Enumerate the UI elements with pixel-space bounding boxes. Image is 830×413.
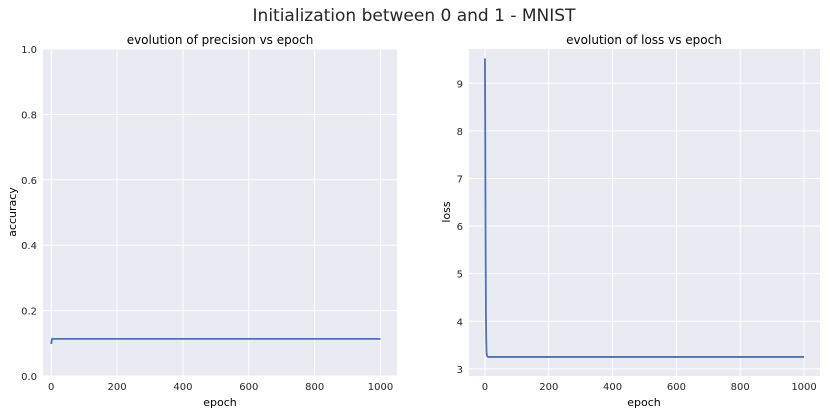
loss-x-tick-label: 600 [667,382,686,393]
precision-x-axis-label: epoch [203,396,237,409]
precision-y-tick-label: 0.2 [21,307,37,318]
precision-x-tick-label: 400 [173,382,192,393]
loss-chart: 0 200 400 600 800 1000 3 4 5 6 7 8 9 evolution of lo… [440,33,820,409]
loss-chart-title: evolution of loss vs epoch [566,33,722,47]
precision-y-tick-label: 0.8 [21,110,37,121]
precision-plot-area [43,49,397,376]
precision-y-tick-label: 0.0 [21,372,37,383]
precision-y-tick-label: 0.4 [21,241,37,252]
loss-y-axis-label: loss [440,201,453,223]
loss-x-tick-label: 200 [539,382,558,393]
precision-chart: 0 200 400 600 800 1000 0.0 0.2 0.4 0.6 0.8 1.0 evol… [6,33,397,409]
loss-y-tick-label: 9 [457,79,463,90]
precision-y-tick-label: 1.0 [21,45,37,56]
precision-y-axis-label: accuracy [6,187,19,237]
loss-x-tick-label: 1000 [791,382,816,393]
precision-x-tick-label: 1000 [368,382,393,393]
loss-y-tick-label: 7 [457,174,463,185]
loss-x-axis-label: epoch [627,396,661,409]
precision-x-tick-label: 600 [239,382,258,393]
precision-series-line [50,337,381,345]
loss-y-tick-label: 6 [457,222,463,233]
loss-x-tick-label: 0 [482,382,488,393]
loss-y-tick-label: 4 [457,317,463,328]
loss-y-tick-label: 8 [457,127,463,138]
loss-y-tick-label: 5 [457,270,463,281]
figure-suptitle: Initialization between 0 and 1 - MNIST [253,6,577,26]
precision-chart-title: evolution of precision vs epoch [127,33,314,47]
precision-series [50,337,381,345]
loss-series [484,58,805,358]
precision-x-tick-label: 200 [108,382,127,393]
precision-x-tick-label: 800 [305,382,324,393]
loss-x-tick-label: 400 [603,382,622,393]
precision-x-tick-label: 0 [48,382,54,393]
precision-grid [43,48,397,377]
loss-y-tick-label: 3 [457,365,463,376]
loss-series-line [484,58,805,358]
loss-ticks: 0 200 400 600 800 1000 3 4 5 6 7 8 9 [457,79,817,393]
precision-ticks: 0 200 400 600 800 1000 0.0 0.2 0.4 0.6 0.8 1.0 [21,45,393,393]
precision-y-tick-label: 0.6 [21,176,37,187]
loss-plot-area [469,49,820,376]
loss-x-tick-label: 800 [731,382,750,393]
